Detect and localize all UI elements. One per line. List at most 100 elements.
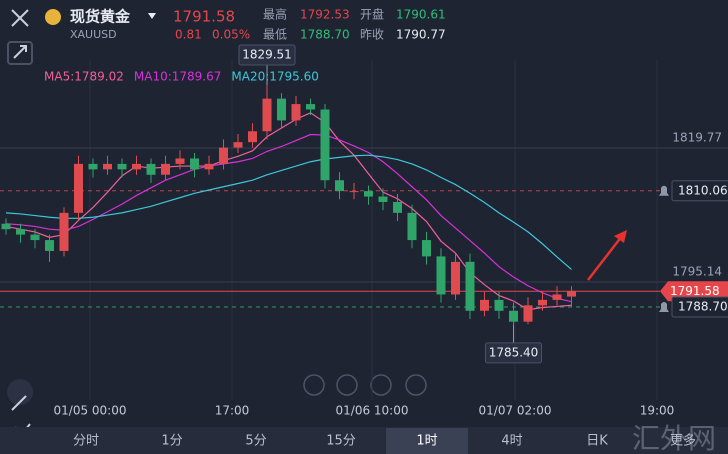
candle-body	[132, 163, 141, 170]
scroll-right[interactable]	[370, 374, 392, 396]
y-tick-label: 1819.77	[672, 130, 722, 144]
candle-body	[117, 163, 127, 170]
ma-line	[5, 154, 572, 270]
candle-body	[494, 299, 504, 311]
candle-body	[306, 104, 315, 110]
zoom-in[interactable]	[405, 374, 427, 396]
dropdown-arrow[interactable]	[148, 13, 156, 19]
candle-body	[422, 240, 431, 257]
trend-arrow-head	[614, 230, 627, 243]
expand-button[interactable]	[7, 41, 33, 65]
tab[interactable]: 分时	[73, 434, 99, 449]
ma-line	[5, 112, 572, 311]
stat-value: 1792.53	[300, 8, 350, 22]
candle-body	[190, 158, 199, 170]
tab[interactable]: 更多	[670, 433, 696, 449]
candle-body	[277, 98, 286, 121]
candle-body	[59, 212, 69, 251]
candle-body	[161, 163, 170, 175]
price-label-box	[671, 296, 728, 318]
tab-selected-bg	[386, 428, 468, 454]
ma-legend-entry: MA5:1789.02	[44, 70, 124, 84]
stat-value: 1790.77	[396, 28, 446, 42]
zoom-out[interactable]	[303, 374, 325, 396]
x-tick-label: 19:00	[640, 404, 675, 418]
price-label: 1788.70	[678, 299, 728, 313]
candle-body	[262, 98, 272, 132]
tab[interactable]: 1时	[416, 434, 437, 449]
x-tick-label: 01/06 10:00	[336, 404, 409, 418]
tab[interactable]: 15分	[326, 434, 356, 449]
candle-body	[393, 201, 402, 213]
plot: 01/05 00:00 17:00 01/06 10:00 01/07 02:00 19…	[0, 44, 728, 418]
candle-body	[175, 158, 185, 164]
annotation-label: 1829.51	[242, 47, 292, 61]
candle-body	[465, 261, 475, 311]
candle-body	[364, 191, 373, 197]
candle-body	[407, 212, 417, 241]
candle-body	[335, 180, 344, 192]
tab[interactable]: 4时	[501, 434, 522, 449]
x-tick-label: 01/07 02:00	[479, 404, 552, 418]
candle-body	[16, 229, 25, 235]
ma-legend-entry: MA10:1789.67	[134, 70, 222, 84]
tab[interactable]: 1分	[161, 434, 182, 449]
candle-body	[45, 240, 54, 251]
candle-body	[320, 109, 330, 181]
expand-icon	[13, 45, 27, 59]
tab[interactable]: 5分	[245, 434, 266, 449]
stat-label: 最低	[263, 28, 287, 42]
draw-button[interactable]	[11, 395, 27, 411]
candle-body	[219, 147, 228, 164]
candle-body	[349, 191, 359, 193]
candle-body	[378, 196, 388, 202]
stat-value: 1788.70	[300, 28, 350, 42]
trend-arrow	[587, 235, 623, 281]
scroll-left[interactable]	[336, 374, 358, 396]
alert-bell	[659, 185, 669, 196]
candle-body	[480, 299, 489, 311]
candle-body	[30, 234, 40, 241]
candle-body	[146, 163, 156, 175]
stat-value: 1790.61	[396, 8, 446, 22]
candle-body	[233, 142, 243, 148]
price-label: 1791.58	[670, 284, 720, 298]
candle-body	[567, 291, 576, 297]
watermark: 汇外网	[632, 422, 716, 454]
price-label: 1810.06	[678, 183, 728, 197]
candle-body	[451, 261, 460, 295]
y-tick-label: 1795.14	[672, 264, 722, 278]
close-button[interactable]	[11, 9, 29, 27]
price-label-box	[660, 281, 728, 302]
candle-body	[1, 223, 11, 230]
stat-label: 开盘	[360, 7, 384, 22]
last-price: 1791.58	[173, 8, 235, 26]
tab[interactable]: 日K	[586, 434, 608, 449]
symbol-code: XAUUSD	[70, 28, 117, 41]
candle-body	[552, 294, 562, 300]
symbol-title[interactable]: 现货黄金	[70, 8, 131, 26]
tab-bar	[0, 427, 728, 454]
candle-body	[538, 299, 547, 306]
candle-type-button[interactable]	[7, 379, 33, 405]
candle-body	[436, 256, 446, 295]
candle-body	[248, 131, 257, 143]
price-label-box	[671, 180, 728, 202]
candle-body	[88, 163, 98, 170]
x-tick-label: 17:00	[215, 404, 250, 418]
alert-bell	[659, 301, 669, 312]
zoom-controls	[303, 374, 427, 396]
candle-body	[523, 305, 533, 322]
gold-icon	[45, 9, 61, 25]
candle-body	[509, 310, 518, 322]
annotation-box	[485, 342, 542, 364]
x-tick-label: 01/05 00:00	[54, 404, 127, 418]
price-change: 0.81	[175, 28, 202, 42]
candle-body	[103, 163, 112, 170]
annotation-label: 1785.40	[489, 345, 539, 359]
candle-body	[74, 163, 83, 213]
ma-legend-entry: MA20:1795.60	[231, 70, 319, 84]
